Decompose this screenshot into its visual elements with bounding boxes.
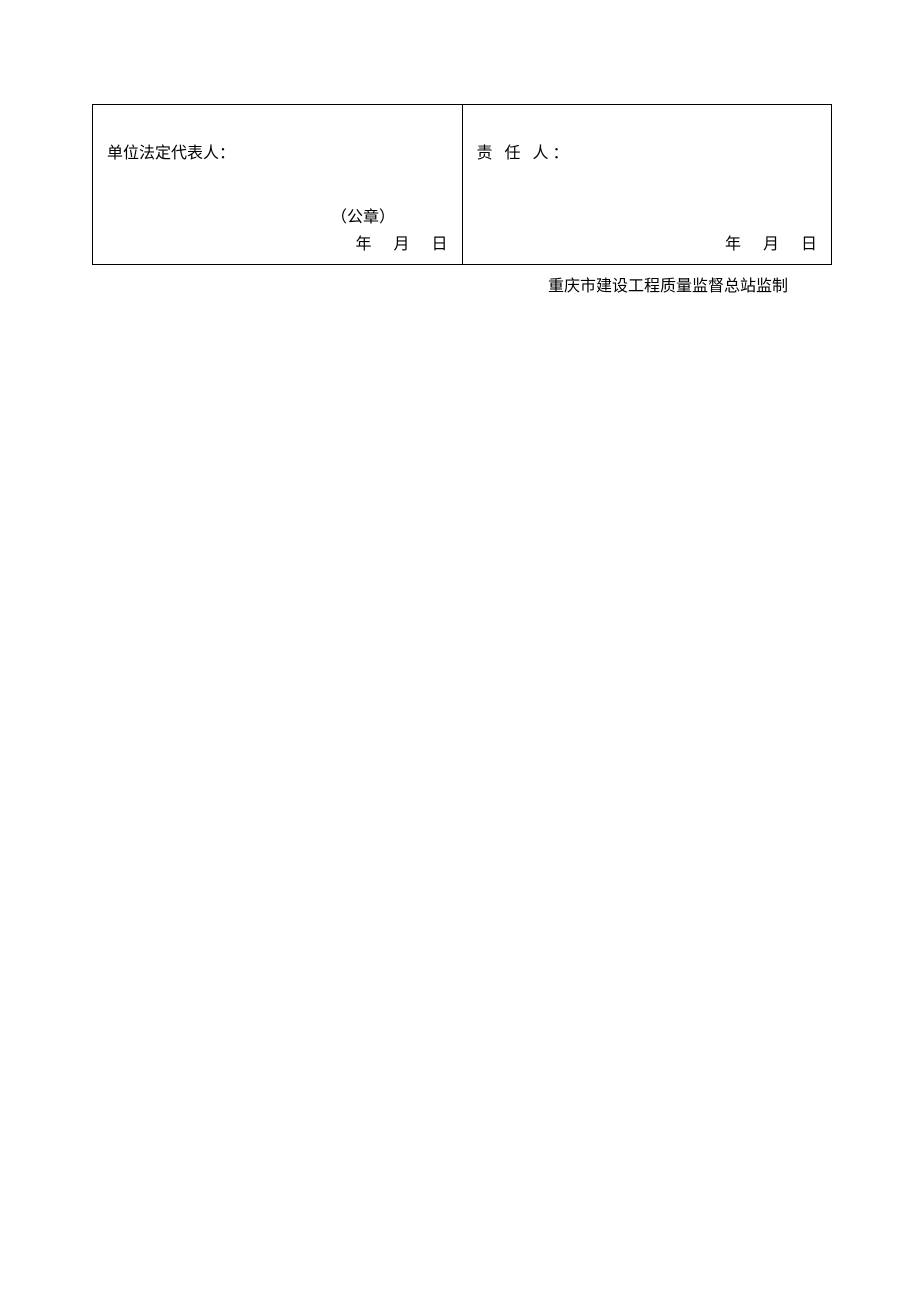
table-row: 单位法定代表人： （公章） 年 月 日 责 任 人： 年 月 日 (93, 105, 832, 265)
month-label: 月 (393, 236, 409, 253)
official-seal-note: （公章） (331, 203, 395, 227)
date-right: 年月日 (725, 230, 817, 254)
responsible-person-cell: 责 任 人： 年 月 日 (462, 105, 832, 265)
date-left: 年月日 (355, 230, 447, 254)
day-label: 日 (801, 236, 817, 253)
day-label: 日 (431, 236, 447, 253)
responsible-person-label: 责 任 人： (477, 139, 573, 163)
footer-issuer: 重庆市建设工程质量监督总站监制 (548, 272, 788, 296)
legal-representative-label: 单位法定代表人： (107, 139, 235, 163)
signature-table: 单位法定代表人： （公章） 年 月 日 责 任 人： 年 月 日 (92, 104, 832, 265)
month-label: 月 (763, 236, 779, 253)
year-label: 年 (355, 236, 371, 253)
legal-representative-cell: 单位法定代表人： （公章） 年 月 日 (93, 105, 463, 265)
year-label: 年 (725, 236, 741, 253)
